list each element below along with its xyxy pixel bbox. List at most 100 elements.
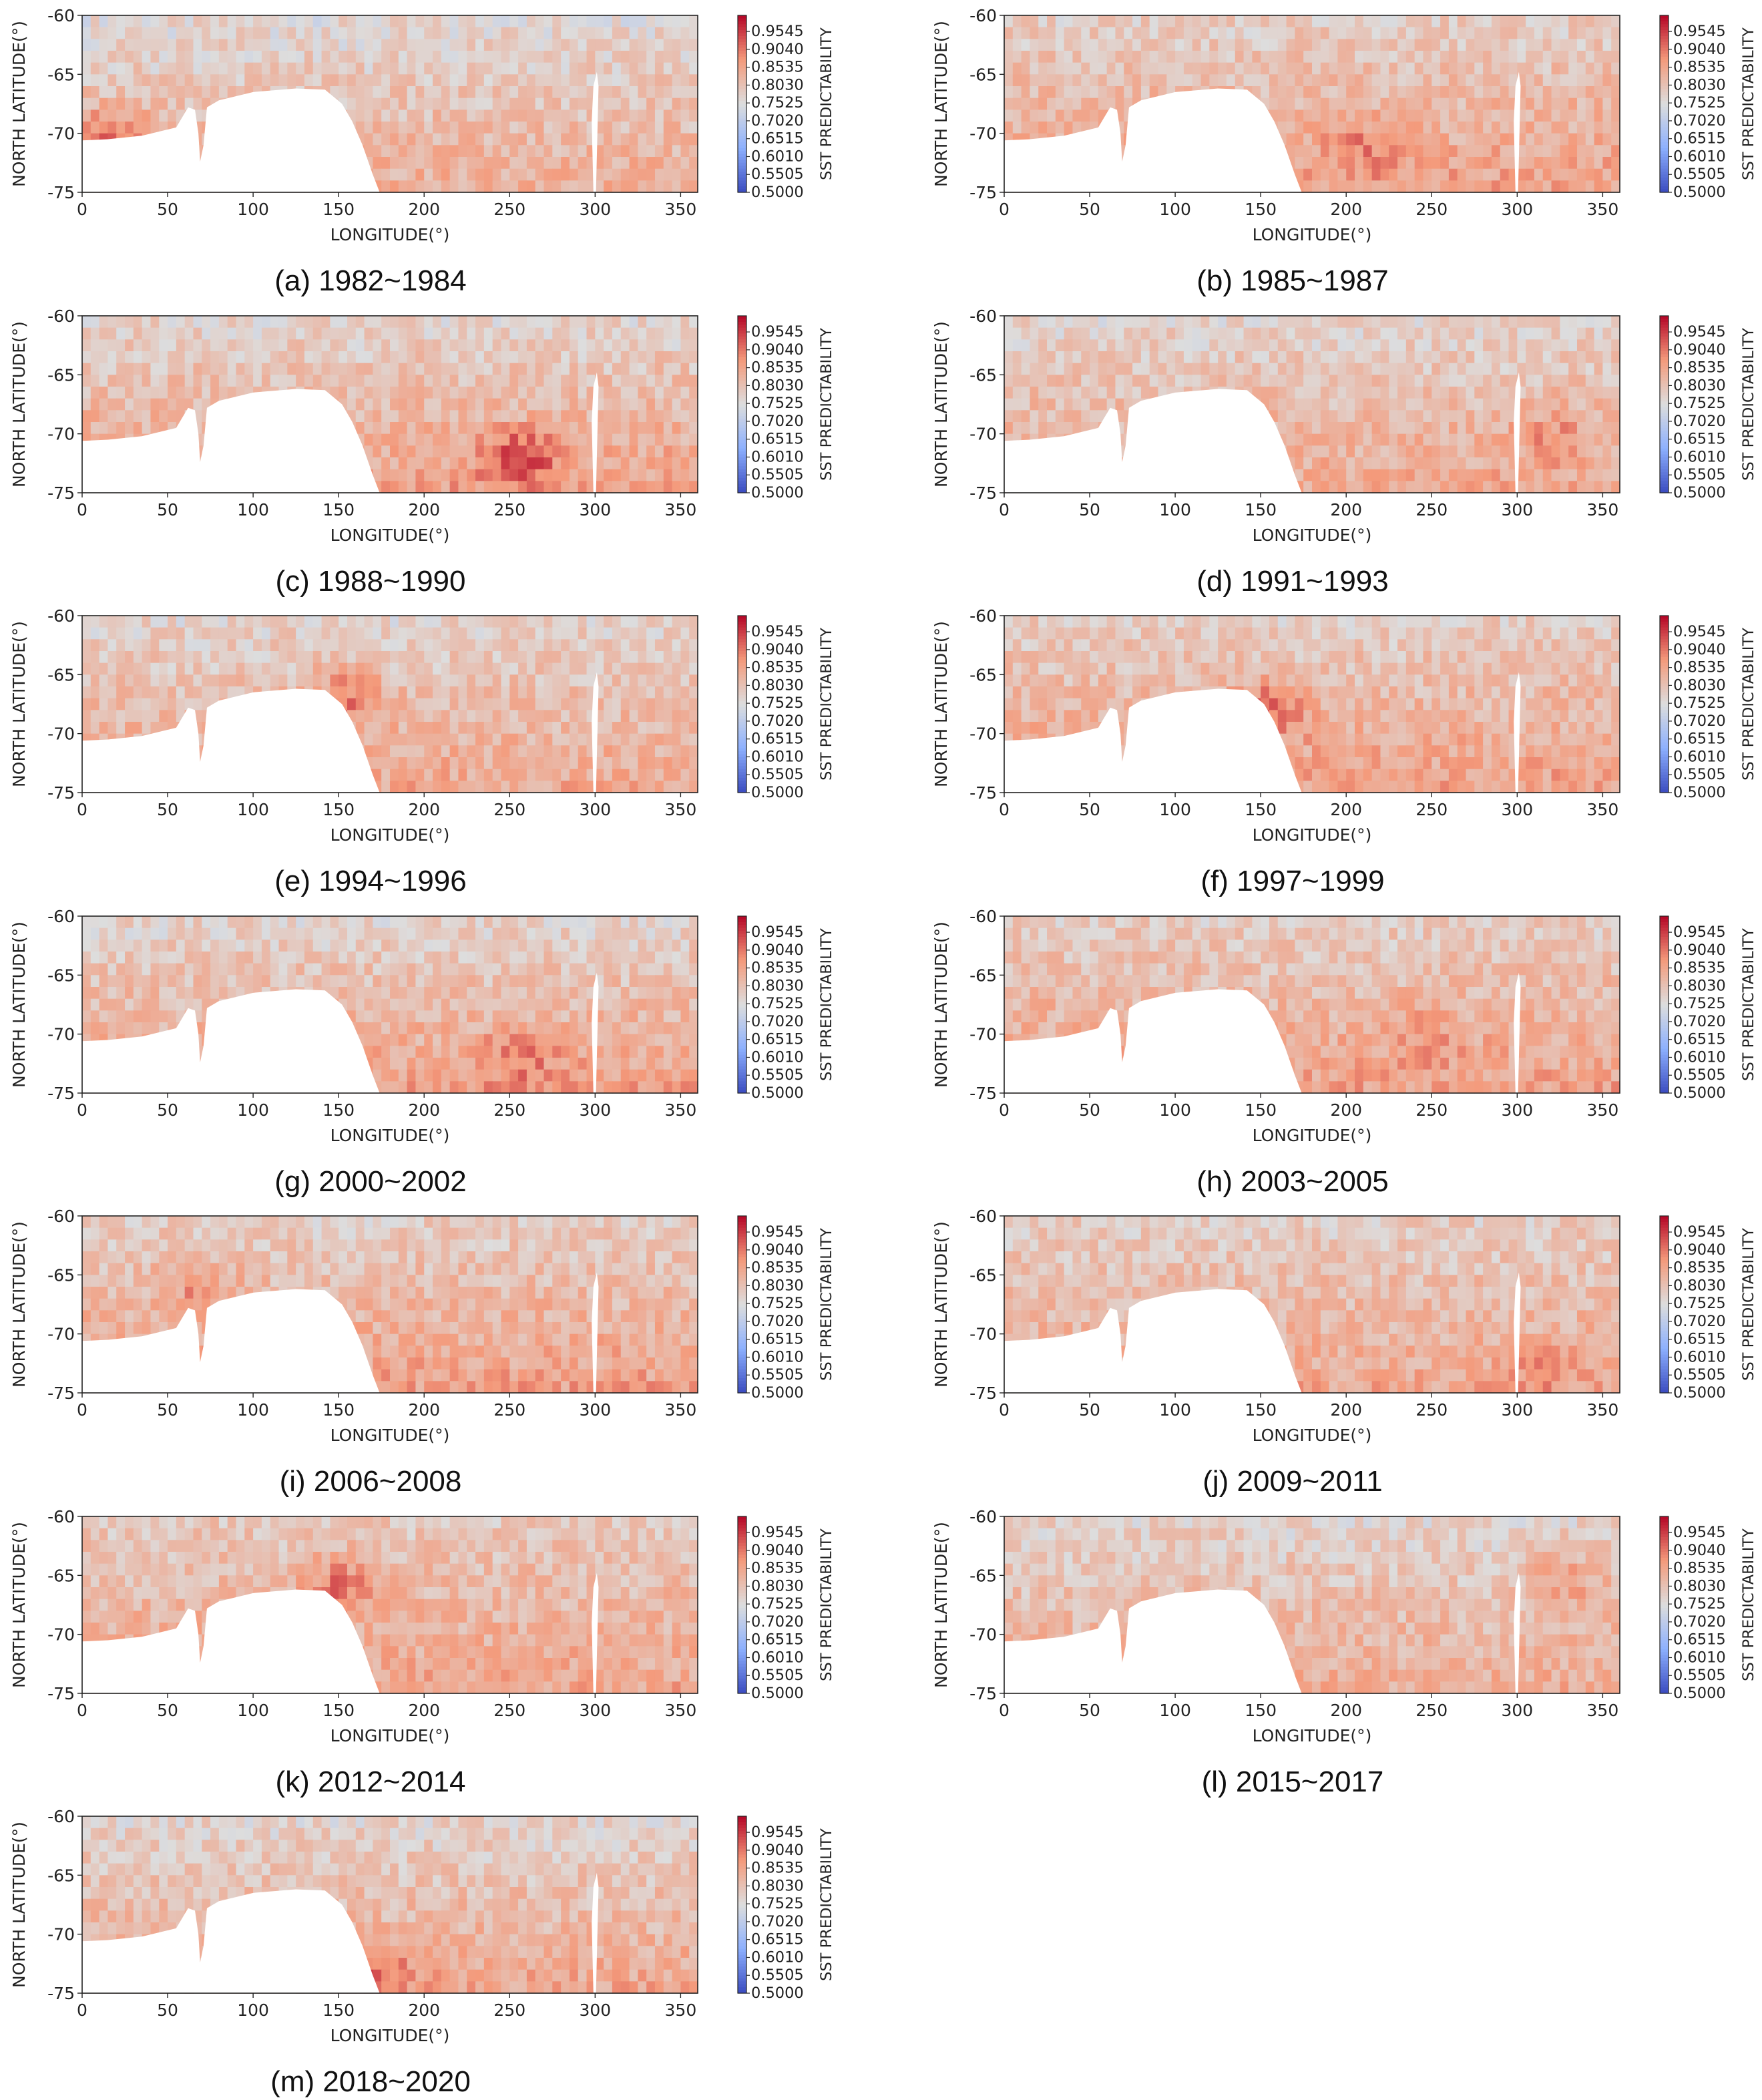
heat-cell (1509, 51, 1518, 63)
heat-cell (1346, 316, 1355, 328)
heat-cell (689, 122, 698, 134)
heat-cell (228, 375, 236, 387)
colorbar-segment (1660, 160, 1669, 163)
heat-cell (672, 51, 681, 63)
heat-cell (1577, 110, 1586, 122)
heat-cell (1303, 339, 1312, 351)
colorbar-segment (738, 180, 746, 184)
heat-cell (1449, 434, 1458, 446)
heat-cell (578, 328, 587, 340)
heat-cell (630, 134, 638, 146)
heat-cell (1474, 51, 1483, 63)
colorbar-segment (1660, 351, 1669, 355)
heat-cell (604, 387, 612, 399)
heat-cell (176, 86, 185, 98)
colorbar-segment (1660, 381, 1669, 384)
heat-cell (655, 616, 664, 628)
heat-cell (1431, 410, 1440, 422)
heat-cell (1312, 122, 1321, 134)
heat-cell (1346, 457, 1355, 469)
heat-cell (458, 122, 467, 134)
heat-cell (655, 445, 664, 457)
heat-cell (1458, 422, 1466, 434)
heat-cell (1346, 363, 1355, 375)
heat-cell (399, 399, 407, 411)
heat-cell (1346, 27, 1355, 39)
heat-cell (1184, 328, 1192, 340)
heat-cell (253, 616, 262, 628)
x-tick-label: 300 (1501, 200, 1533, 219)
heat-cell (1577, 145, 1586, 157)
heat-cell (134, 15, 142, 27)
colorbar-title: SST PREDICTABILITY (818, 27, 835, 180)
heat-cell (1056, 328, 1064, 340)
heat-cell (228, 351, 236, 363)
heat-cell (1586, 422, 1594, 434)
heat-cell (244, 15, 253, 27)
heat-cell (467, 98, 475, 110)
colorbar-segment (1660, 110, 1669, 113)
heat-cell (236, 63, 245, 75)
heat-cell (672, 145, 681, 157)
heat-cell (1269, 399, 1278, 411)
heat-cell (544, 445, 553, 457)
heat-cell (1611, 15, 1620, 27)
heat-cell (82, 616, 91, 628)
heat-cell (612, 351, 621, 363)
heat-cell (1602, 74, 1611, 86)
heat-cell (544, 27, 553, 39)
heat-cell (544, 110, 553, 122)
heat-cell (467, 469, 475, 481)
heat-cell (399, 339, 407, 351)
heat-cell (1303, 469, 1312, 481)
heat-cell (1594, 74, 1603, 86)
heat-cell (1158, 351, 1167, 363)
heat-cell (1552, 363, 1560, 375)
heat-cell (1611, 422, 1620, 434)
colorbar-segment (738, 65, 746, 69)
y-tick-label: -75 (969, 183, 997, 202)
heat-cell (296, 328, 304, 340)
heat-cell (313, 39, 322, 51)
heat-cell (116, 422, 125, 434)
heat-cell (193, 339, 202, 351)
heat-cell (1415, 27, 1423, 39)
colorbar-segment (1660, 443, 1669, 446)
heat-cell (1611, 169, 1620, 181)
heat-cell (484, 434, 493, 446)
heat-cell (1568, 445, 1577, 457)
heat-cell (544, 157, 553, 169)
heat-cell (296, 616, 304, 628)
heat-cell (424, 145, 433, 157)
heat-cell (1329, 157, 1338, 169)
heat-cell (270, 616, 279, 628)
colorbar-tick-label: 0.7525 (751, 395, 804, 412)
heat-cell (552, 15, 561, 27)
heat-cell (270, 363, 279, 375)
heat-cell (1534, 316, 1543, 328)
heat-cell (552, 157, 561, 169)
heat-cell (1568, 86, 1577, 98)
heat-cell (1363, 410, 1372, 422)
heat-cell (638, 122, 646, 134)
heat-cell (415, 328, 424, 340)
heat-cell (1038, 375, 1047, 387)
heat-cell (1363, 51, 1372, 63)
heat-cell (1586, 434, 1594, 446)
heat-cell (475, 316, 484, 328)
heat-cell (1346, 145, 1355, 157)
heat-cell (1295, 375, 1303, 387)
colorbar-segment (1660, 431, 1669, 434)
heat-cell (1431, 180, 1440, 192)
heat-cell (1415, 180, 1423, 192)
y-tick-label: -70 (969, 425, 997, 444)
heat-cell (552, 363, 561, 375)
heat-cell (1141, 51, 1150, 63)
heat-cell (561, 457, 570, 469)
heat-cell (168, 27, 176, 39)
heat-cell (535, 63, 544, 75)
heat-cell (552, 316, 561, 328)
colorbar-segment (1660, 83, 1669, 87)
colorbar-segment (1660, 184, 1669, 187)
heat-cell (1295, 445, 1303, 457)
